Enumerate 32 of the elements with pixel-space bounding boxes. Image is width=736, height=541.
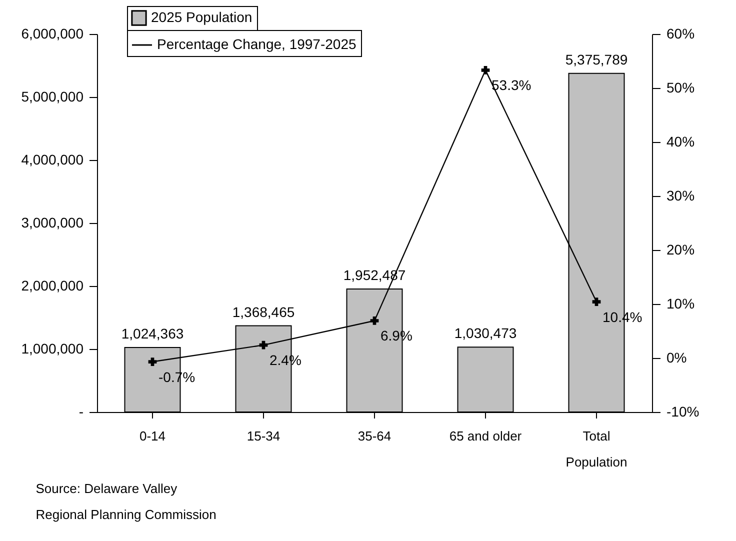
data-label: 53.3% (492, 77, 532, 94)
x-tick-label: 65 and older (449, 428, 522, 444)
y-tick-label: 6,000,000 (21, 26, 84, 42)
y-tick-label: - (78, 404, 84, 420)
x-tick-label: 15-34 (246, 428, 280, 444)
point (148, 358, 157, 366)
point (592, 298, 601, 306)
legend-label: 2025 Population (151, 9, 252, 25)
data-label: 5,375,789 (565, 51, 628, 68)
point (370, 316, 379, 325)
point (481, 66, 490, 74)
x-tick-label: 0-14 (139, 428, 166, 444)
data-label: 1,024,363 (121, 325, 184, 342)
data-label: 1,030,473 (454, 325, 517, 342)
y-tick-label: 1,000,000 (21, 340, 84, 356)
y2-tick-label: 50% (666, 80, 695, 96)
y2-tick-label: 60% (666, 26, 695, 42)
x-tick-label: Total Population (566, 428, 628, 470)
source-note: Source: Delaware Valley Regional Planning Commission (36, 481, 216, 522)
y2-tick-label: -10% (666, 404, 700, 420)
y-tick-label: 2,000,000 (21, 278, 84, 294)
y2-tick-label: 0% (666, 350, 687, 366)
y2-tick-label: 20% (666, 242, 695, 258)
y2-tick-label: 30% (666, 188, 695, 204)
y-tick-label: 3,000,000 (21, 214, 84, 230)
y-tick-label: 4,000,000 (21, 152, 84, 168)
y-tick-label: 5,000,000 (21, 88, 84, 104)
y2-tick-label: 40% (666, 134, 695, 150)
y2-tick-label: 10% (666, 296, 695, 312)
x-tick-label: 35-64 (358, 428, 392, 444)
legend-label: Percentage Change, 1997-2025 (157, 36, 356, 52)
data-label: 1,368,465 (232, 304, 295, 320)
